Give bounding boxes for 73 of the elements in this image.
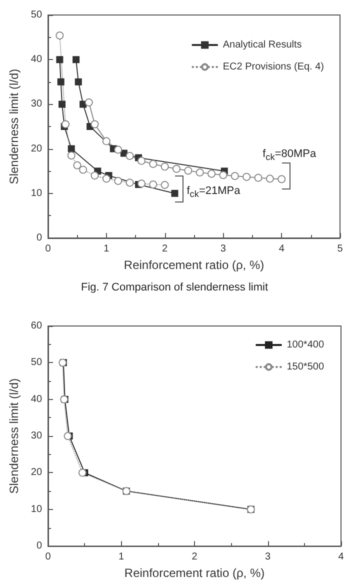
- point: [90, 120, 99, 128]
- x-tick-label: 3: [220, 244, 226, 254]
- point: [78, 468, 86, 477]
- point: [208, 170, 216, 178]
- point: [278, 175, 286, 184]
- point: [126, 152, 134, 160]
- point: [114, 146, 122, 154]
- point: [160, 180, 169, 189]
- point: [67, 151, 76, 160]
- point: [79, 166, 88, 174]
- x-tick-label: 4: [278, 244, 285, 254]
- y-axis-title: Slenderness limit (l/d): [7, 68, 21, 184]
- x-tick-label: 2: [162, 244, 168, 254]
- y-tick-label: 40: [30, 394, 42, 405]
- point: [90, 172, 99, 180]
- y-tick-label: 50: [30, 10, 42, 20]
- point: [102, 137, 110, 146]
- point: [72, 56, 80, 64]
- y-tick-label: 50: [30, 357, 42, 368]
- point: [266, 174, 274, 183]
- point: [73, 161, 82, 170]
- legend-label: Analytical Results: [222, 40, 302, 50]
- y-tick-label: 60: [30, 320, 42, 332]
- point: [184, 166, 192, 175]
- x-tick-label: 3: [264, 552, 271, 563]
- y-tick-label: 20: [30, 143, 42, 154]
- x-tick-label: 2: [192, 552, 198, 563]
- point: [62, 120, 70, 128]
- point: [160, 162, 169, 171]
- caption: Fig. 7 Comparison of slenderness limit: [80, 282, 268, 294]
- point: [242, 172, 251, 181]
- x-tick-label: 1: [118, 552, 124, 563]
- x-tick-label: 5: [337, 244, 344, 254]
- y-tick-label: 0: [36, 540, 42, 552]
- y-tick-label: 40: [30, 54, 42, 66]
- point: [137, 156, 146, 165]
- point: [219, 171, 228, 180]
- point: [68, 145, 75, 152]
- point: [126, 178, 134, 187]
- point: [74, 78, 82, 86]
- annotation: f$_{ck}$=80MPa: [262, 148, 316, 162]
- point: [84, 98, 93, 106]
- point: [254, 174, 262, 182]
- x-axis-title: Reinforcement ratio (ρ, %): [124, 258, 264, 272]
- point: [56, 32, 64, 40]
- y-tick-label: 20: [30, 467, 42, 478]
- x-tick-label: 4: [338, 552, 344, 563]
- point: [196, 168, 204, 176]
- point: [230, 172, 239, 180]
- point: [137, 180, 146, 188]
- legend-label: EC2 Provisions (Eq. 4): [222, 62, 324, 72]
- x-axis-title: Reinforcement ratio (ρ, %): [124, 566, 265, 580]
- point: [102, 174, 110, 183]
- point: [171, 190, 178, 197]
- x-tick-label: 1: [104, 244, 110, 254]
- point: [172, 164, 180, 173]
- legend-label: 100*400: [286, 340, 324, 350]
- y-tick-label: 10: [30, 504, 42, 515]
- legend-label: 150*500: [286, 362, 324, 372]
- annotation: f$_{ck}$=21MPa: [186, 184, 240, 200]
- point: [114, 176, 122, 185]
- y-tick-label: 10: [30, 188, 42, 199]
- point: [56, 56, 64, 64]
- point: [58, 100, 66, 108]
- y-axis-title: Slenderness limit (l/d): [7, 378, 21, 494]
- y-tick-label: 30: [30, 98, 42, 110]
- x-tick-label: 0: [45, 244, 52, 254]
- y-tick-label: 0: [36, 232, 42, 244]
- point: [149, 180, 158, 188]
- point: [149, 160, 158, 168]
- x-tick-label: 0: [45, 552, 52, 563]
- point: [57, 78, 64, 86]
- y-tick-label: 30: [30, 430, 42, 442]
